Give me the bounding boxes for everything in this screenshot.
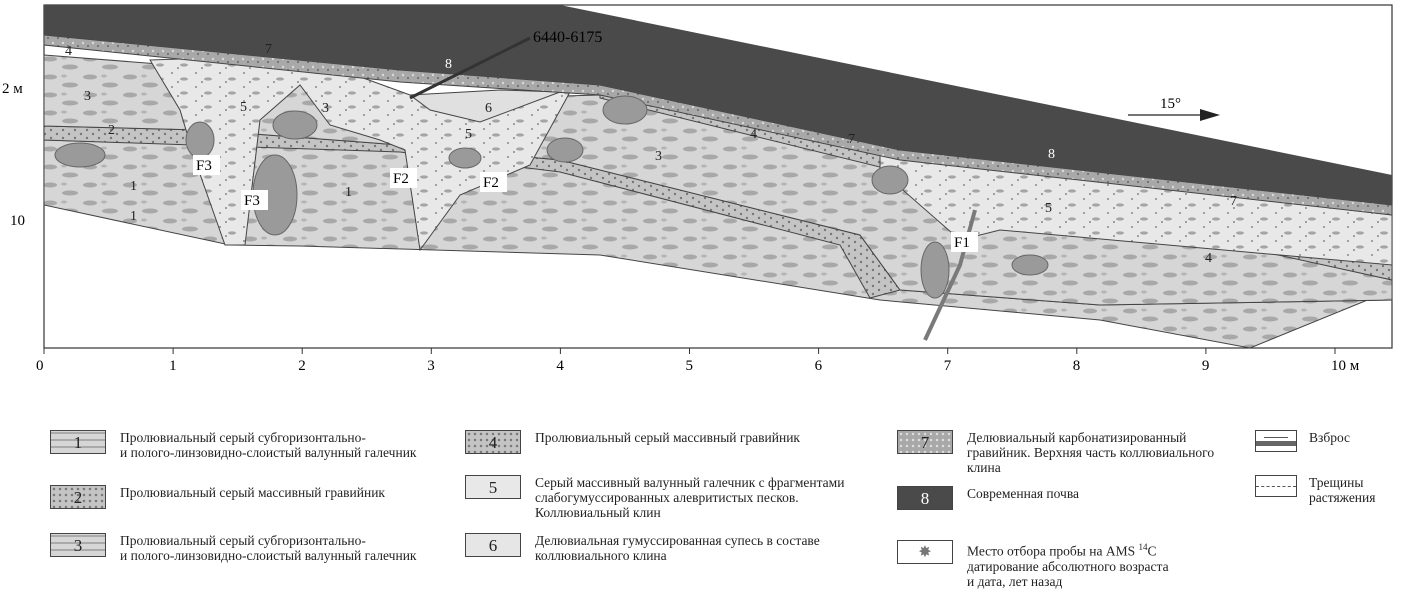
cross-section: 6440-6175 15° 2 м 10 0 1 2 3 4 5 6 7 8 9 10 м 1 112… [2, 4, 1393, 374]
fault-label: F2 [483, 175, 499, 191]
sample-label: 6440-6175 [533, 29, 602, 46]
legend-item: 7 Делювиальный карбонатизированный гравий… [897, 430, 1214, 475]
legend-text: Пролювиальный серый субгоризонтально- и … [120, 533, 417, 563]
fault-label: F3 [244, 193, 260, 209]
x-tick-label: 4 [556, 358, 564, 374]
fault-label: F2 [393, 171, 409, 187]
legend-text: Делювиальная гумуссированная супесь в со… [535, 533, 820, 563]
legend-item: Трещины растяжения [1255, 475, 1375, 505]
boulders [54, 95, 1049, 299]
legend-swatch: 4 [465, 430, 521, 454]
x-tick-label: 5 [686, 358, 694, 374]
y-label-top: 2 м [2, 81, 23, 97]
unit-label: 6 [485, 101, 492, 116]
x-tick-label: 0 [36, 358, 44, 374]
x-tick-label: 2 [298, 358, 306, 374]
unit-label: 7 [265, 42, 272, 57]
legend-item: 6 Делювиальная гумуссированная супесь в с… [465, 533, 820, 563]
dip-arrowhead [1200, 109, 1220, 121]
legend-item: Взброс [1255, 430, 1350, 452]
legend-text: Современная почва [967, 486, 1080, 501]
unit-6 [408, 89, 561, 123]
legend-text: Пролювиальный серый массивный гравийник [535, 430, 800, 445]
unit-label: 3 [322, 101, 329, 116]
legend-text-part: Место отбора пробы на AMS [967, 543, 1139, 559]
legend-item: 4 Пролювиальный серый массивный гравийник [465, 430, 800, 454]
x-tick-label: 1 [169, 358, 177, 374]
y-label-bottom: 10 [10, 213, 25, 229]
fault-f1 [923, 209, 977, 341]
legend-text: Взброс [1309, 430, 1351, 445]
x-tick-label: 7 [944, 358, 952, 374]
unit-label: 8 [445, 57, 452, 72]
legend-swatch: 3 [50, 533, 106, 557]
legend-swatch: 7 [897, 430, 953, 454]
fault-label-bg [241, 190, 268, 210]
unit-label: 1 [130, 209, 137, 224]
legend-item: 8 Современная почва [897, 486, 1079, 510]
fault-label-bg [193, 155, 220, 175]
legend-swatch: 2 [50, 485, 106, 509]
x-tick-label: 10 м [1331, 358, 1360, 374]
x-tick-label: 8 [1073, 358, 1081, 374]
unit-label: 5 [240, 100, 247, 115]
dip-label: 15° [1160, 96, 1181, 112]
legend-text-part: C датирование абсолютного возраста и дат… [967, 543, 1169, 589]
unit-label: 4 [1205, 251, 1212, 266]
legend-swatch: 1 [50, 430, 106, 454]
unit-label: 1 [130, 179, 137, 194]
thrust-fault-icon [1255, 430, 1297, 452]
legend-item: 2 Пролювиальный серый массивный гравийник [50, 485, 385, 509]
sample-pointer [409, 36, 531, 100]
legend-text: Место отбора пробы на AMS 14C датировани… [967, 540, 1169, 589]
isotope-superscript: 14 [1138, 542, 1148, 552]
tension-crack-icon [1255, 475, 1297, 497]
legend-text: Пролювиальный серый субгоризонтально- и … [120, 430, 417, 460]
legend-text: Делювиальный карбонатизированный гравийн… [967, 430, 1215, 475]
x-tick-label: 3 [427, 358, 435, 374]
unit-label: 1 [345, 185, 352, 200]
unit-label: 2 [108, 123, 115, 138]
legend-swatch: 5 [465, 475, 521, 499]
legend-item: 1 Пролювиальный серый субгоризонтально- и… [50, 430, 416, 460]
unit-8-soil [44, 5, 1392, 205]
unit-label: 4 [750, 127, 757, 142]
fault-label-bg [480, 172, 507, 192]
unit-label: 7 [1230, 194, 1237, 209]
fault-label-bg [951, 232, 978, 252]
x-tick-label: 6 [815, 358, 823, 374]
legend-item: ✸ Место отбора пробы на AMS 14C датирован… [897, 540, 1169, 589]
legend-item: 5 Серый массивный валунный галечник с фра… [465, 475, 844, 520]
unit-label: 5 [1045, 201, 1052, 216]
unit-label: 7 [848, 132, 855, 147]
unit-label: 4 [65, 44, 72, 59]
legend-swatch: 8 [897, 486, 953, 510]
star-burst-icon: ✸ [897, 540, 953, 564]
legend-item: 3 Пролювиальный серый субгоризонтально- и… [50, 533, 416, 563]
unit-label: 3 [655, 149, 662, 164]
fault-label: F1 [954, 235, 970, 251]
fault-label: F3 [196, 158, 212, 174]
legend-swatch: 6 [465, 533, 521, 557]
legend-text: Пролювиальный серый массивный гравийник [120, 485, 385, 500]
unit-label: 5 [465, 127, 472, 142]
unit-7 [43, 34, 1393, 216]
legend-text: Серый массивный валунный галечник с фраг… [535, 475, 845, 520]
fault-label-bg [390, 168, 417, 188]
x-tick-label: 9 [1202, 358, 1210, 374]
legend-text: Трещины растяжения [1309, 475, 1376, 505]
unit-label: 3 [84, 89, 91, 104]
unit-label: 8 [1048, 147, 1055, 162]
